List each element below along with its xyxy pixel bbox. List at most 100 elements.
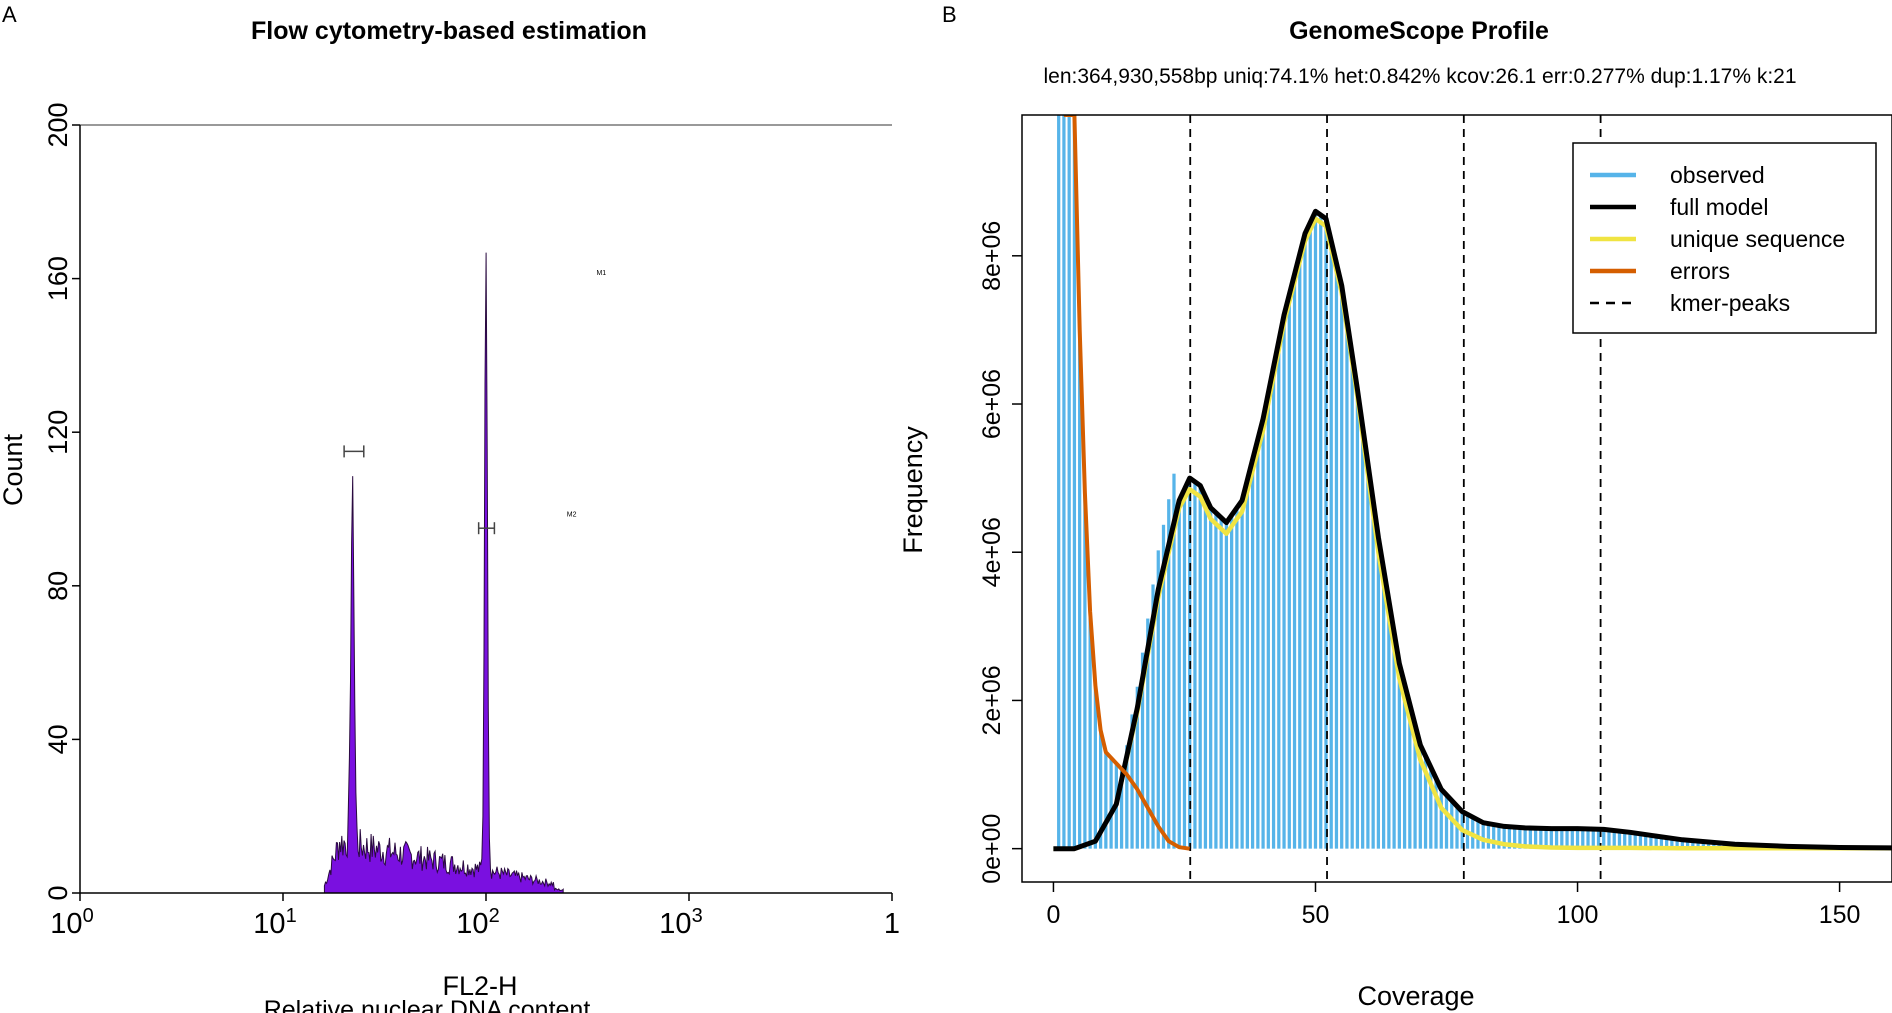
chart-b-y-tick-label: 4e+06: [978, 517, 1006, 587]
chart-b-bar: [1701, 841, 1705, 849]
chart-b-bar: [1277, 341, 1281, 849]
chart-a-y-tick-label: 0: [43, 885, 73, 900]
chart-a-y-tick-label: 40: [43, 724, 73, 754]
chart-b-bar: [1706, 841, 1711, 849]
chart-b-bar: [1649, 835, 1653, 849]
chart-a-ylabel: Count: [0, 433, 28, 506]
chart-b-bar: [1324, 218, 1328, 849]
chart-b-bar: [1518, 827, 1522, 849]
chart-b-bar: [1119, 767, 1124, 849]
chart-b-bar: [1319, 215, 1323, 849]
chart-b-bar: [1565, 828, 1569, 849]
chart-b-bar: [1586, 828, 1590, 849]
chart-a-x-tick-label: 102: [456, 905, 499, 940]
chart-b-bar: [1696, 841, 1700, 849]
chart-b-legend-label: full model: [1670, 194, 1768, 220]
chart-b-bar: [1072, 115, 1077, 849]
chart-b-bar: [1659, 836, 1664, 849]
chart-b-bar: [1591, 829, 1595, 849]
chart-b-bar: [1329, 240, 1333, 849]
chart-b-bar: [1654, 836, 1658, 849]
chart-b-bar: [1528, 828, 1532, 849]
chart-b-bar: [1125, 745, 1129, 849]
chart-b-bar: [1245, 479, 1249, 849]
chart-b-bar: [1507, 826, 1512, 849]
chart-b-bar: [1549, 828, 1553, 849]
chart-b-bar: [1513, 827, 1517, 849]
chart-b-bar: [1057, 115, 1061, 849]
chart-b-bar: [1685, 840, 1690, 849]
chart-b-bar: [1088, 611, 1092, 849]
panel-label-a: A: [2, 2, 17, 27]
chart-b-bar: [1397, 663, 1401, 849]
chart-b-x-tick-label: 150: [1819, 901, 1861, 929]
chart-b-bar: [1612, 830, 1616, 849]
chart-b-bar: [1214, 512, 1218, 849]
chart-b-bar: [1402, 683, 1407, 849]
chart-b-bar: [1408, 704, 1412, 849]
chart-a-histogram: [323, 252, 564, 894]
chart-b-ylabel: Frequency: [898, 426, 928, 554]
chart-b-bar: [1450, 800, 1454, 849]
chart-b-line-full-model: [1053, 208, 1892, 852]
chart-b-bar: [1712, 842, 1716, 849]
chart-b-bar: [1078, 329, 1082, 849]
chart-b-bar: [1224, 522, 1229, 849]
chart-a-y-tick-label: 200: [43, 102, 73, 147]
chart-b-bar: [1523, 827, 1527, 849]
chart-b-bar: [1172, 473, 1176, 849]
chart-b-bar: [1371, 500, 1375, 849]
chart-b-bar: [1444, 794, 1449, 849]
chart-b-bar: [1607, 829, 1611, 849]
chart-b-bar: [1167, 499, 1171, 849]
chart-a-marker-label: M2: [567, 512, 577, 519]
chart-b-bar: [1675, 839, 1679, 849]
chart-b-bar: [1350, 354, 1354, 849]
chart-b-bar: [1429, 767, 1433, 849]
chart-b-bar: [1628, 832, 1632, 849]
chart-b-bar: [1093, 685, 1097, 849]
chart-b-title: GenomeScope Profile: [1289, 17, 1549, 45]
chart-b-bar: [1104, 752, 1108, 849]
chart-b-bar: [1282, 315, 1286, 849]
chart-b-bar: [1151, 584, 1155, 849]
chart-b-bar: [1533, 828, 1538, 849]
chart-b-line-errors: [1063, 115, 1190, 851]
chart-b-bar: [1439, 789, 1443, 849]
chart-b-bar: [1308, 222, 1312, 849]
chart-b-subtitle: len:364,930,558bp uniq:74.1% het:0.842% …: [1043, 65, 1796, 88]
chart-b-bar: [1638, 833, 1643, 849]
chart-b-bar: [1617, 831, 1622, 849]
chart-b-bar: [1665, 837, 1669, 849]
chart-b-frame: [1021, 114, 1892, 883]
chart-b-bar: [1193, 481, 1197, 849]
chart-b-x-tick-label: 100: [1557, 901, 1599, 929]
chart-b-bar: [1067, 115, 1071, 849]
chart-b-bar: [1366, 463, 1370, 849]
chart-b-bar: [1481, 822, 1485, 849]
chart-b-bar: [1250, 459, 1255, 849]
chart-b-xlabel: Coverage: [1357, 981, 1474, 1011]
chart-a-title: Flow cytometry-based estimation: [251, 17, 647, 45]
chart-a: 0 40 80 120 160 200 100 101 102 103 1 M1 M2: [43, 102, 900, 940]
chart-b-bar: [1502, 826, 1506, 849]
chart-b-bar: [1182, 489, 1187, 849]
chart-b-legend-label: errors: [1670, 258, 1730, 284]
chart-b-bar: [1581, 828, 1585, 849]
chart-b-bar: [1230, 515, 1234, 849]
chart-b-bar: [1623, 831, 1627, 849]
chart-b-bar: [1644, 834, 1648, 849]
chart-b-bar: [1434, 778, 1438, 849]
chart-b-legend-label: observed: [1670, 162, 1765, 188]
chart-b-bar: [1544, 828, 1548, 849]
chart-b-bar: [1602, 829, 1606, 849]
chart-b-bar: [1554, 828, 1559, 849]
chart-b-bar: [1062, 115, 1066, 849]
chart-b-bar: [1240, 500, 1244, 849]
chart-a-y-tick-label: 80: [43, 571, 73, 601]
chart-b-bar: [1083, 492, 1087, 849]
chart-b-bar: [1156, 550, 1160, 849]
chart-b-bar: [1177, 500, 1181, 849]
chart-b-bar: [1486, 823, 1491, 849]
